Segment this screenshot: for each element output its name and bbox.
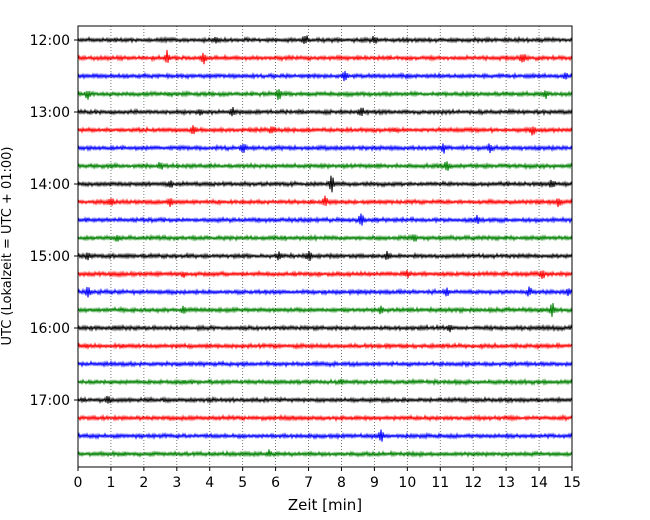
trace-row-1400	[77, 175, 573, 193]
trace-row-1345	[77, 161, 573, 171]
y-tick-label: 12:00	[30, 33, 70, 49]
seismic-traces	[77, 35, 573, 459]
x-tick-label: 8	[337, 475, 346, 491]
trace-row-1600	[77, 323, 573, 333]
trace-row-1330	[77, 143, 573, 154]
x-tick-label: 9	[370, 475, 379, 491]
y-tick-label: 14:00	[30, 177, 70, 193]
trace-row-1315	[77, 125, 573, 136]
x-tick-label: 0	[74, 475, 83, 491]
trace-row-1730	[77, 429, 573, 442]
x-tick-label: 6	[271, 475, 280, 491]
trace-row-1645	[77, 377, 573, 387]
trace-row-1615	[77, 341, 573, 351]
trace-row-1630	[77, 359, 573, 369]
trace-row-1515	[77, 269, 573, 279]
y-tick-label: 16:00	[30, 321, 70, 337]
x-tick-label: 1	[106, 475, 115, 491]
x-tick-label: 12	[464, 475, 482, 491]
x-tick-label: 3	[172, 475, 181, 491]
x-tick-label: 11	[431, 475, 449, 491]
x-axis-ticks: 0 1 2 3 4 5 6 7 8 9 10 11 12 13 14 15	[74, 467, 581, 491]
trace-row-1230	[77, 71, 573, 82]
x-tick-label: 10	[398, 475, 416, 491]
x-tick-label: 4	[205, 475, 214, 491]
trace-row-1430	[77, 213, 573, 226]
trace-row-1215	[77, 49, 573, 65]
trace-row-1245	[77, 88, 573, 100]
y-tick-label: 17:00	[30, 393, 70, 409]
x-tick-label: 15	[563, 475, 581, 491]
y-tick-label: 15:00	[30, 249, 70, 265]
trace-row-1745	[77, 449, 573, 459]
trace-row-1715	[77, 413, 573, 423]
x-tick-label: 5	[238, 475, 247, 491]
x-tick-label: 2	[139, 475, 148, 491]
trace-row-1200	[77, 35, 573, 45]
x-axis-label: Zeit [min]	[288, 496, 362, 514]
x-tick-label: 14	[530, 475, 548, 491]
trace-row-1545	[77, 302, 573, 317]
x-tick-label: 13	[497, 475, 515, 491]
y-tick-label: 13:00	[30, 105, 70, 121]
trace-row-1700	[77, 395, 573, 405]
y-axis-label: UTC (Lokalzeit = UTC + 01:00)	[0, 147, 15, 346]
trace-row-1500	[77, 250, 573, 261]
plot-frame	[77, 25, 573, 468]
trace-row-1415	[77, 195, 573, 208]
trace-row-1445	[77, 233, 573, 243]
trace-row-1300	[77, 107, 573, 117]
trace-row-1530	[77, 286, 573, 298]
x-tick-label: 7	[304, 475, 313, 491]
y-axis-ticks: 12:00 13:00 14:00 15:00 16:00 17:00	[30, 33, 78, 409]
